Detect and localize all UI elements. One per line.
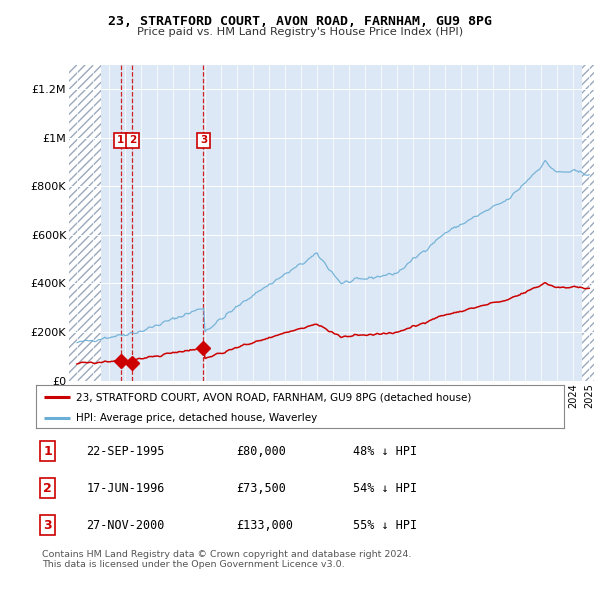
Text: £133,000: £133,000: [236, 519, 293, 532]
Bar: [69, 65, 101, 381]
Text: 3: 3: [200, 135, 207, 145]
Text: 1: 1: [43, 445, 52, 458]
Text: Price paid vs. HM Land Registry's House Price Index (HPI): Price paid vs. HM Land Registry's House …: [137, 27, 463, 37]
Text: 23, STRATFORD COURT, AVON ROAD, FARNHAM, GU9 8PG: 23, STRATFORD COURT, AVON ROAD, FARNHAM,…: [108, 15, 492, 28]
Text: 2: 2: [129, 135, 136, 145]
Text: 22-SEP-1995: 22-SEP-1995: [86, 445, 164, 458]
Text: Contains HM Land Registry data © Crown copyright and database right 2024.
This d: Contains HM Land Registry data © Crown c…: [42, 550, 412, 569]
Text: £73,500: £73,500: [236, 481, 287, 495]
Text: £80,000: £80,000: [236, 445, 287, 458]
Text: 1: 1: [117, 135, 124, 145]
Bar: [582, 65, 594, 381]
Text: 48% ↓ HPI: 48% ↓ HPI: [353, 445, 417, 458]
Text: 27-NOV-2000: 27-NOV-2000: [86, 519, 164, 532]
Text: 23, STRATFORD COURT, AVON ROAD, FARNHAM, GU9 8PG (detached house): 23, STRATFORD COURT, AVON ROAD, FARNHAM,…: [76, 392, 471, 402]
Text: 54% ↓ HPI: 54% ↓ HPI: [353, 481, 417, 495]
Text: 55% ↓ HPI: 55% ↓ HPI: [353, 519, 417, 532]
Text: 2: 2: [43, 481, 52, 495]
Text: 17-JUN-1996: 17-JUN-1996: [86, 481, 164, 495]
Text: 3: 3: [43, 519, 52, 532]
Text: HPI: Average price, detached house, Waverley: HPI: Average price, detached house, Wave…: [76, 414, 317, 424]
